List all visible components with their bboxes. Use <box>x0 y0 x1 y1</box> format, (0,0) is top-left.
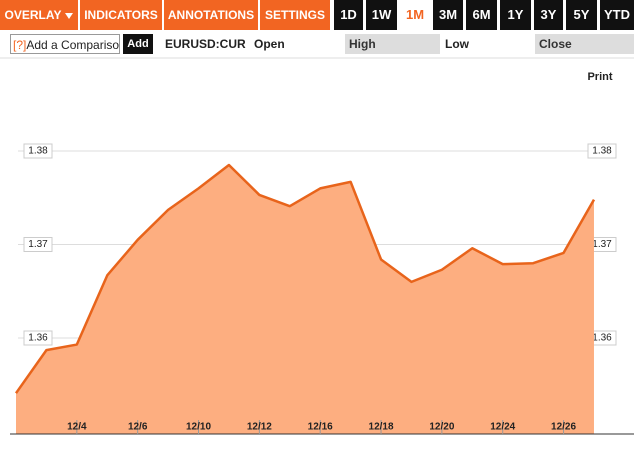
x-tick-label: 12/24 <box>490 422 515 433</box>
x-tick-label: 12/20 <box>429 422 454 433</box>
quote-field: Open <box>254 37 285 51</box>
area <box>16 165 594 434</box>
range-button[interactable]: 1W <box>366 0 397 30</box>
y-tick-box <box>587 143 617 159</box>
print-link[interactable]: Print <box>587 71 612 83</box>
x-tick-label: 12/12 <box>247 422 272 433</box>
placeholder: Add a Comparison <box>26 38 120 52</box>
range-button[interactable]: 6M <box>466 0 497 30</box>
x-tick-label: 12/18 <box>369 422 394 433</box>
quote-field: Close <box>535 34 634 54</box>
range-button[interactable]: 3Y <box>534 0 563 30</box>
menu-button[interactable]: ANNOTATIONS <box>164 0 258 30</box>
y-tick-box <box>23 330 53 346</box>
x-tick-label: 12/16 <box>308 422 333 433</box>
line <box>14 163 596 394</box>
menu-button[interactable]: OVERLAY <box>0 0 78 30</box>
x-tick-label: 12/26 <box>551 422 576 433</box>
range-button[interactable]: 1D <box>334 0 363 30</box>
quote-field: Low <box>445 37 469 51</box>
x-tick-label: 12/6 <box>128 422 148 433</box>
ticker: EURUSD:CUR <box>165 37 246 51</box>
x-tick-label: 12/10 <box>186 422 211 433</box>
add-button[interactable]: Add <box>123 34 153 54</box>
y-tick-label: 1.37 <box>28 239 48 250</box>
x-tick-label: 12/4 <box>67 422 87 433</box>
y-tick-label: 1.38 <box>28 146 48 157</box>
y-tick-label: 1.37 <box>592 239 612 250</box>
y-tick-box <box>23 143 53 159</box>
range-button[interactable]: 5Y <box>566 0 597 30</box>
quote-field: High <box>345 34 440 54</box>
menu-button[interactable]: INDICATORS <box>80 0 162 30</box>
menu-button[interactable]: SETTINGS <box>260 0 330 30</box>
y-tick-box <box>23 237 53 252</box>
chart: Print 1.36 1.36 1.37 1.37 1.38 1.38 12/4 12/6 12… <box>0 57 634 435</box>
range-button[interactable]: YTD <box>600 0 634 30</box>
comparison-input[interactable]: [?]Add a Comparison <box>10 34 120 54</box>
y-tick-label: 1.36 <box>592 333 612 344</box>
help-icon[interactable]: [?] <box>13 38 27 52</box>
range-button[interactable]: 1Y <box>500 0 531 30</box>
y-tick-label: 1.36 <box>28 333 48 344</box>
y-tick-label: 1.38 <box>592 146 612 157</box>
range-button[interactable]: 3M <box>433 0 463 30</box>
range-button[interactable]: 1M <box>400 0 430 30</box>
